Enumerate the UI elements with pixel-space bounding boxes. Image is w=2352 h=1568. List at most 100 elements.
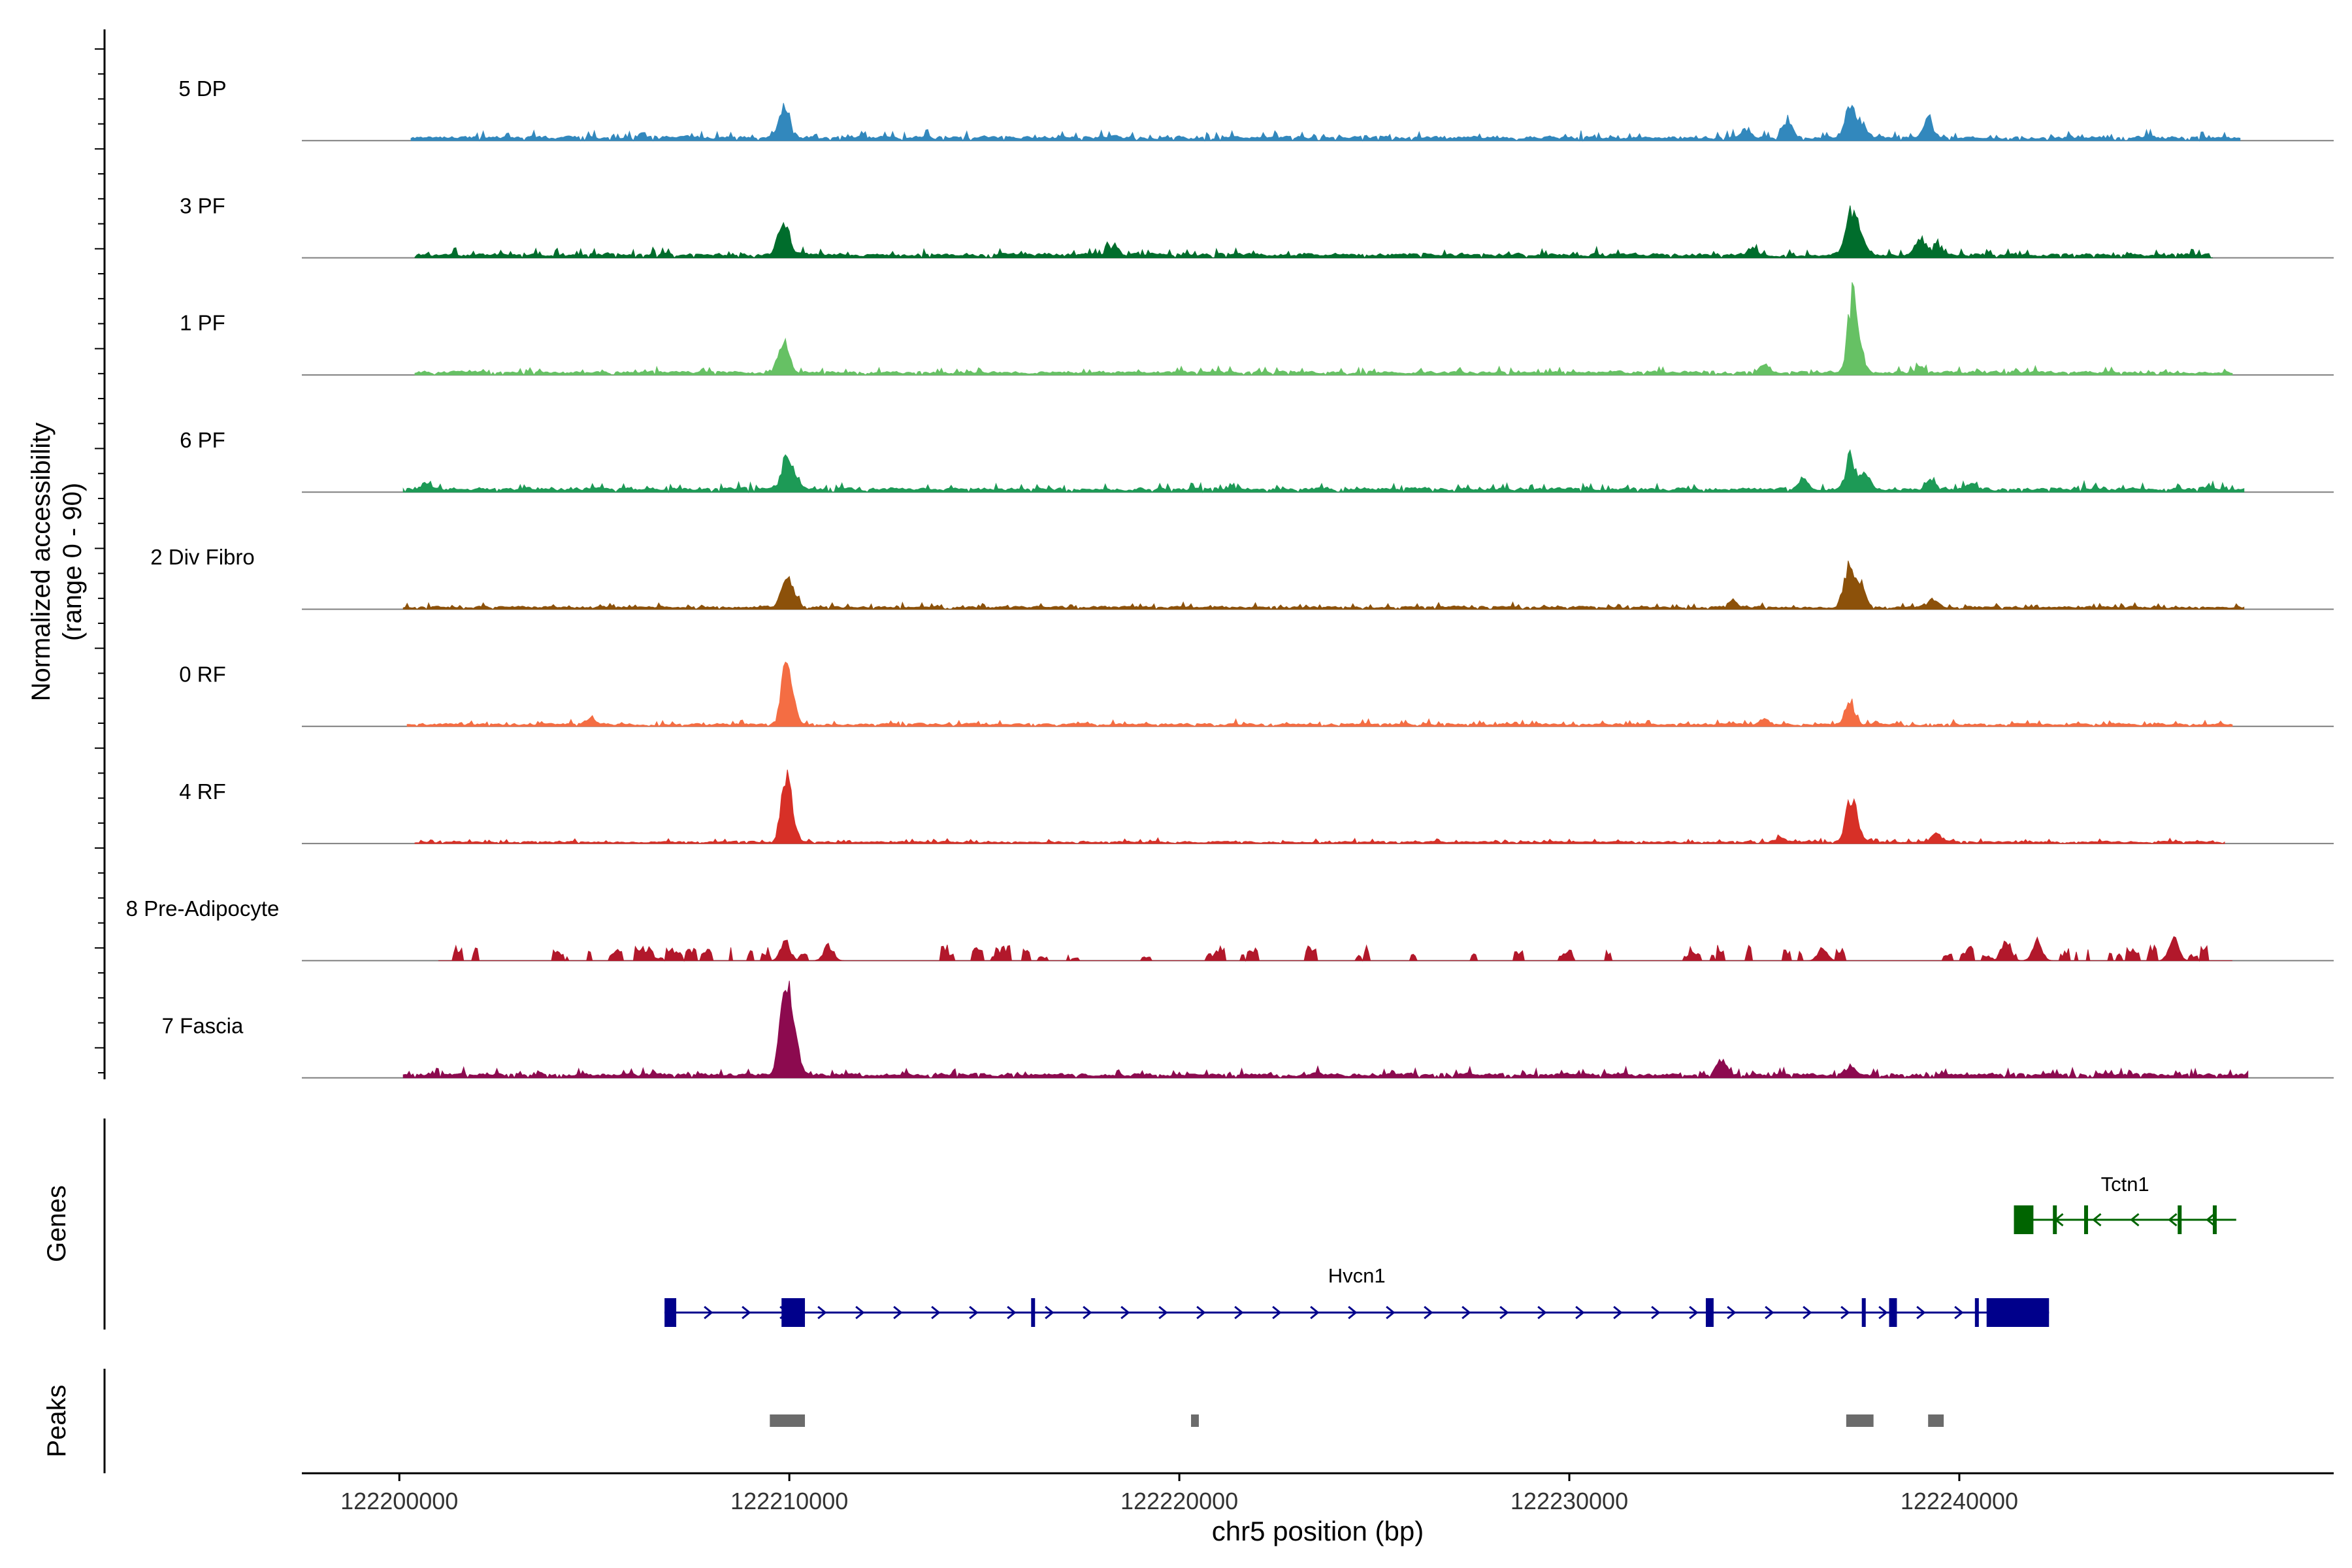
x-axis-title: chr5 position (bp) [1212, 1516, 1424, 1546]
coverage-area [438, 936, 2232, 962]
gene-exon [1889, 1298, 1897, 1327]
coverage-area [406, 661, 2233, 728]
strand-arrow [1916, 1305, 1926, 1320]
track-label: 2 Div Fibro [150, 545, 255, 569]
strand-arrow [2206, 1213, 2215, 1227]
gene-model: Hvcn1 [664, 1264, 2050, 1327]
strand-arrow [2130, 1213, 2140, 1227]
strand-arrow [1045, 1305, 1054, 1320]
peak-region [770, 1414, 806, 1427]
strand-arrow [1007, 1305, 1017, 1320]
x-tick-label: 122210000 [730, 1488, 848, 1514]
gene-exon [2053, 1205, 2057, 1234]
y-axis [95, 29, 106, 1079]
track-label: 6 PF [180, 428, 225, 452]
strand-arrow [1158, 1305, 1168, 1320]
strand-arrow [1348, 1305, 1358, 1320]
strand-arrow [969, 1305, 979, 1320]
coverage-track: 3 PF [180, 193, 2334, 259]
y-axis-range-label: (range 0 - 90) [58, 483, 87, 641]
gene-label: Tctn1 [2101, 1173, 2149, 1196]
strand-arrow [1537, 1305, 1547, 1320]
coverage-track: 2 Div Fibro [150, 545, 2334, 610]
coverage-tracks: 5 DP 3 PF 1 PF 6 PF 2 Div Fibro 0 RF 4 RF 8 Pre… [126, 76, 2334, 1079]
strand-arrow [1499, 1305, 1509, 1320]
track-label: 0 RF [179, 662, 226, 687]
strand-arrow [893, 1305, 903, 1320]
peak-region [1928, 1414, 1944, 1427]
gene-exon [1031, 1298, 1036, 1327]
y-axis-title: Normalized accessibility [27, 423, 56, 702]
x-tick-label: 122230000 [1511, 1488, 1628, 1514]
gene-model: Tctn1 [2014, 1173, 2236, 1234]
gene-annotation-track: Hvcn1 Tctn1 [664, 1173, 2236, 1327]
strand-arrow [855, 1305, 865, 1320]
track-label: 7 Fascia [162, 1013, 244, 1037]
strand-arrow [1083, 1305, 1092, 1320]
peak-region [1846, 1414, 1874, 1427]
coverage-track: 1 PF [180, 282, 2334, 376]
track-label: 8 Pre-Adipocyte [126, 896, 280, 921]
strand-arrow [1727, 1305, 1737, 1320]
strand-arrow [931, 1305, 941, 1320]
coverage-track: 7 Fascia [162, 981, 2334, 1079]
peak-regions-track [770, 1414, 1944, 1427]
strand-arrow [2168, 1213, 2178, 1227]
strand-arrow [1272, 1305, 1282, 1320]
gene-exon [1861, 1298, 1866, 1327]
track-label: 1 PF [180, 311, 225, 335]
x-tick-label: 122240000 [1901, 1488, 2018, 1514]
strand-arrow [1954, 1305, 1964, 1320]
track-label: 3 PF [180, 193, 225, 218]
coverage-area [414, 770, 2225, 845]
strand-arrow [1575, 1305, 1585, 1320]
coverage-area [414, 205, 2213, 259]
peaks-track-label: Peaks [42, 1384, 71, 1457]
gene-exon [1705, 1298, 1714, 1327]
coverage-area [402, 561, 2245, 610]
x-tick-label: 122220000 [1120, 1488, 1238, 1514]
strand-arrow [2092, 1213, 2102, 1227]
strand-arrow [1386, 1305, 1396, 1320]
strand-arrow [1765, 1305, 1774, 1320]
gene-exon [664, 1298, 677, 1327]
strand-arrow [1689, 1305, 1699, 1320]
strand-arrow [1424, 1305, 1433, 1320]
strand-arrow [1878, 1305, 1888, 1320]
coverage-area [402, 981, 2249, 1079]
coverage-track: 5 DP [178, 76, 2334, 142]
track-label: 4 RF [179, 779, 226, 804]
genes-track-label: Genes [42, 1185, 71, 1262]
gene-exon [1974, 1298, 1979, 1327]
strand-arrow [817, 1305, 827, 1320]
strand-arrow [1120, 1305, 1130, 1320]
gene-exon [2212, 1205, 2217, 1234]
strand-arrow [704, 1305, 713, 1320]
gene-exon [2083, 1205, 2088, 1234]
strand-arrow [1651, 1305, 1661, 1320]
strand-arrow [1234, 1305, 1244, 1320]
gene-exon [1986, 1298, 2050, 1327]
coverage-track: 8 Pre-Adipocyte [126, 896, 2334, 962]
coverage-track: 6 PF [180, 428, 2334, 493]
strand-arrow [1613, 1305, 1623, 1320]
peak-region [1190, 1414, 1199, 1427]
strand-arrow [1310, 1305, 1320, 1320]
coverage-area [402, 449, 2245, 493]
coverage-area [410, 103, 2241, 142]
strand-arrow [1462, 1305, 1471, 1320]
strand-arrow [742, 1305, 751, 1320]
track-label: 5 DP [178, 76, 226, 101]
coverage-area [414, 282, 2233, 376]
gene-label: Hvcn1 [1328, 1264, 1386, 1287]
x-tick-label: 122200000 [340, 1488, 458, 1514]
coverage-track: 4 RF [179, 770, 2334, 845]
gene-exon [781, 1298, 806, 1327]
x-axis: 122200000 122210000 122220000 122230000 1222… [302, 1472, 2334, 1514]
gene-exon [2014, 1205, 2034, 1234]
gene-exon [2178, 1205, 2182, 1234]
coverage-track: 0 RF [179, 661, 2334, 728]
strand-arrow [1840, 1305, 1850, 1320]
strand-arrow [1196, 1305, 1206, 1320]
